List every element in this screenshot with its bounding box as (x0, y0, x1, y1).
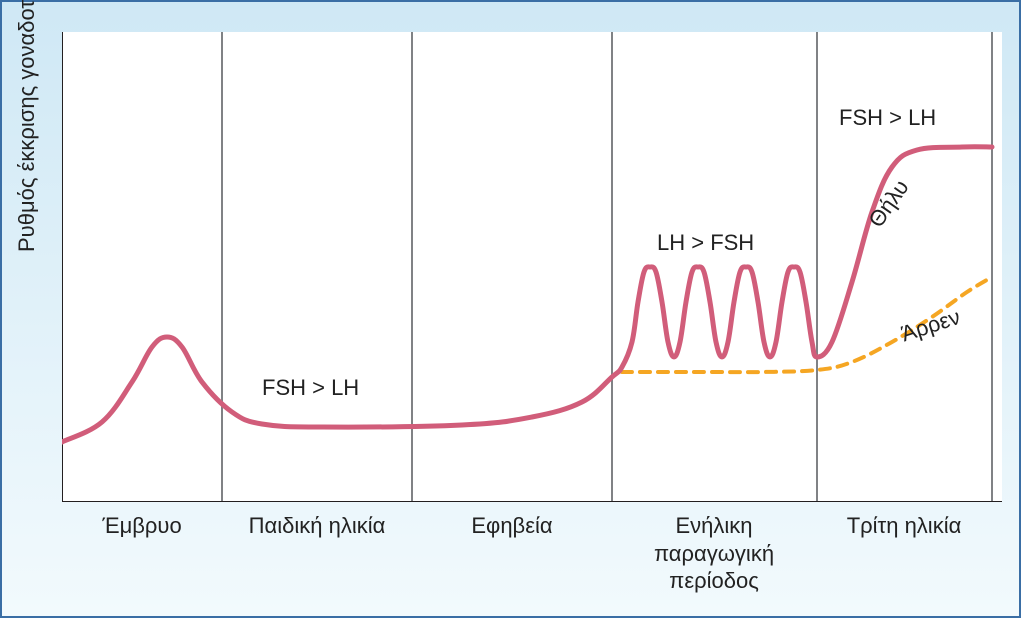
x-category-label: Εφηβεία (412, 512, 612, 540)
x-category-label: Έμβρυο (62, 512, 222, 540)
chart-annotation: FSH > LH (839, 105, 936, 131)
plot-svg (62, 32, 1002, 502)
x-category-label: Παιδική ηλικία (222, 512, 412, 540)
chart-annotation: LH > FSH (657, 230, 754, 256)
x-category-label: Ενήλικηπαραγωγικήπερίοδος (612, 512, 817, 595)
x-axis-labels: ΈμβρυοΠαιδική ηλικίαΕφηβείαΕνήλικηπαραγω… (62, 512, 1002, 612)
x-category-label: Τρίτη ηλικία (817, 512, 992, 540)
plot-area (62, 32, 1002, 502)
female-curve (62, 147, 992, 442)
chart-container: Ρυθμός έκκρισης γοναδοτροπινών ΈμβρυοΠαι… (0, 0, 1021, 618)
chart-annotation: FSH > LH (262, 375, 359, 401)
y-axis-label: Ρυθμός έκκρισης γοναδοτροπινών (14, 0, 40, 252)
